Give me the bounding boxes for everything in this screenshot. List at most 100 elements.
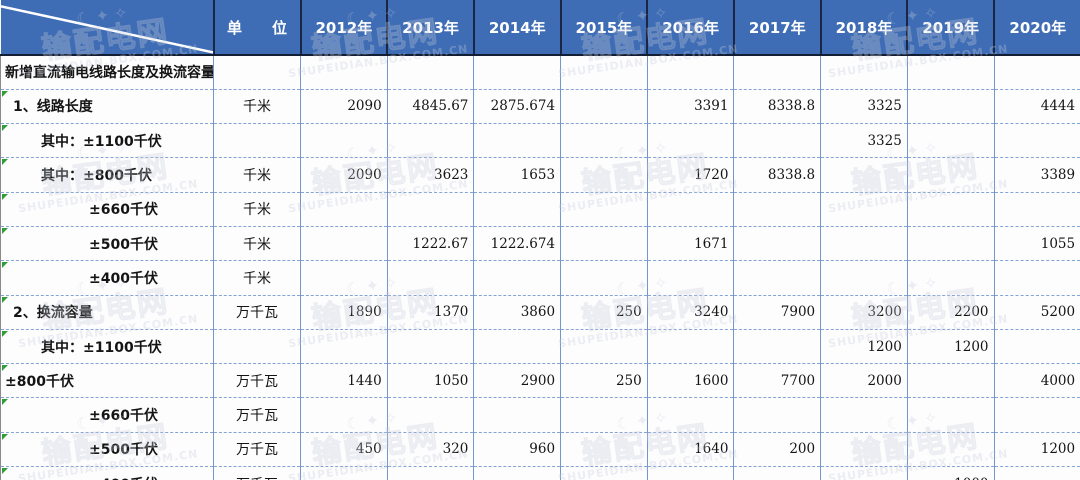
year-column-header[interactable]: 2019年 — [907, 0, 995, 56]
value-cell[interactable]: 450 — [300, 432, 388, 468]
value-cell[interactable]: 4000 — [994, 363, 1080, 399]
value-cell[interactable]: 1890 — [300, 295, 388, 330]
value-cell[interactable] — [733, 260, 822, 296]
value-cell[interactable] — [907, 123, 995, 159]
value-cell[interactable]: 4444 — [994, 89, 1080, 125]
value-cell[interactable] — [647, 123, 735, 159]
value-cell[interactable] — [300, 123, 388, 159]
row-label-cell[interactable]: ±500千伏 — [0, 226, 214, 262]
value-cell[interactable]: 3200 — [820, 295, 908, 330]
value-cell[interactable] — [907, 432, 995, 468]
value-cell[interactable] — [820, 226, 908, 262]
row-label-cell[interactable]: ±500千伏 — [0, 432, 214, 468]
unit-cell[interactable]: 万千瓦 — [213, 295, 301, 330]
value-cell[interactable]: 200 — [733, 432, 822, 468]
value-cell[interactable]: 2875.674 — [473, 89, 562, 125]
value-cell[interactable]: 1200 — [907, 329, 995, 365]
value-cell[interactable] — [647, 192, 735, 227]
value-cell[interactable] — [907, 226, 995, 262]
row-label-cell[interactable]: ±400千伏 — [0, 260, 214, 296]
value-cell[interactable]: 3325 — [820, 123, 908, 159]
value-cell[interactable]: 2000 — [820, 363, 908, 399]
value-cell[interactable]: 1222.674 — [473, 226, 562, 262]
value-cell[interactable] — [907, 363, 995, 399]
year-column-header[interactable]: 2014年 — [473, 0, 562, 56]
value-cell[interactable]: 1222.67 — [387, 226, 475, 262]
value-cell[interactable] — [907, 260, 995, 296]
unit-cell[interactable] — [213, 329, 301, 365]
value-cell[interactable]: 1050 — [387, 363, 475, 399]
value-cell[interactable] — [473, 397, 562, 433]
value-cell[interactable]: 5200 — [994, 295, 1080, 330]
value-cell[interactable] — [560, 432, 648, 468]
value-cell[interactable] — [560, 55, 648, 90]
value-cell[interactable] — [473, 329, 562, 365]
value-cell[interactable]: 2900 — [473, 363, 562, 399]
year-column-header[interactable]: 2017年 — [733, 0, 822, 56]
value-cell[interactable] — [733, 466, 822, 480]
value-cell[interactable]: 960 — [473, 432, 562, 468]
row-label-cell[interactable]: 其中：±1100千伏 — [0, 123, 214, 159]
value-cell[interactable]: 1200 — [820, 329, 908, 365]
value-cell[interactable]: 250 — [560, 295, 648, 330]
value-cell[interactable]: 1640 — [647, 432, 735, 468]
unit-column-header[interactable]: 单 位 — [213, 0, 302, 56]
row-label-cell[interactable]: 2、换流容量 — [0, 295, 214, 330]
unit-cell[interactable]: 万千瓦 — [213, 363, 301, 399]
value-cell[interactable]: 1000 — [907, 466, 995, 480]
value-cell[interactable] — [473, 260, 562, 296]
row-label-cell[interactable]: ±800千伏 — [0, 363, 214, 399]
value-cell[interactable]: 2090 — [300, 157, 388, 193]
value-cell[interactable] — [647, 260, 735, 296]
row-label-cell[interactable]: 新增直流输电线路长度及换流容量 — [0, 55, 214, 90]
value-cell[interactable] — [647, 466, 735, 480]
value-cell[interactable] — [560, 123, 648, 159]
value-cell[interactable]: 4845.67 — [387, 89, 475, 125]
year-column-header[interactable]: 2013年 — [387, 0, 475, 56]
value-cell[interactable] — [994, 329, 1080, 365]
value-cell[interactable] — [387, 466, 475, 480]
unit-cell[interactable]: 万千瓦 — [213, 397, 301, 433]
year-column-header[interactable]: 2015年 — [560, 0, 649, 56]
unit-cell[interactable] — [213, 123, 301, 159]
unit-cell[interactable]: 千米 — [213, 260, 301, 296]
value-cell[interactable] — [907, 192, 995, 227]
value-cell[interactable] — [560, 157, 648, 193]
value-cell[interactable] — [994, 192, 1080, 227]
value-cell[interactable] — [907, 397, 995, 433]
value-cell[interactable]: 2200 — [907, 295, 995, 330]
value-cell[interactable] — [733, 226, 822, 262]
unit-cell[interactable]: 千米 — [213, 226, 301, 262]
value-cell[interactable] — [387, 123, 475, 159]
value-cell[interactable] — [820, 192, 908, 227]
value-cell[interactable]: 1653 — [473, 157, 562, 193]
value-cell[interactable] — [300, 55, 388, 90]
value-cell[interactable] — [994, 260, 1080, 296]
value-cell[interactable] — [300, 397, 388, 433]
value-cell[interactable] — [300, 226, 388, 262]
value-cell[interactable]: 3860 — [473, 295, 562, 330]
value-cell[interactable] — [560, 329, 648, 365]
value-cell[interactable]: 1370 — [387, 295, 475, 330]
value-cell[interactable]: 1200 — [994, 432, 1080, 468]
value-cell[interactable] — [820, 55, 908, 90]
value-cell[interactable]: 7700 — [733, 363, 822, 399]
value-cell[interactable] — [820, 157, 908, 193]
value-cell[interactable] — [820, 397, 908, 433]
value-cell[interactable] — [560, 260, 648, 296]
year-column-header[interactable]: 2012年 — [300, 0, 389, 56]
unit-cell[interactable]: 千米 — [213, 89, 301, 125]
unit-cell[interactable] — [213, 55, 301, 90]
value-cell[interactable] — [907, 89, 995, 125]
value-cell[interactable] — [387, 260, 475, 296]
row-label-cell[interactable]: 1、线路长度 — [0, 89, 214, 125]
value-cell[interactable] — [733, 329, 822, 365]
value-cell[interactable]: 3325 — [820, 89, 908, 125]
value-cell[interactable] — [733, 192, 822, 227]
value-cell[interactable]: 320 — [387, 432, 475, 468]
value-cell[interactable] — [387, 55, 475, 90]
value-cell[interactable] — [994, 466, 1080, 480]
value-cell[interactable] — [387, 192, 475, 227]
value-cell[interactable]: 1671 — [647, 226, 735, 262]
value-cell[interactable] — [733, 55, 822, 90]
